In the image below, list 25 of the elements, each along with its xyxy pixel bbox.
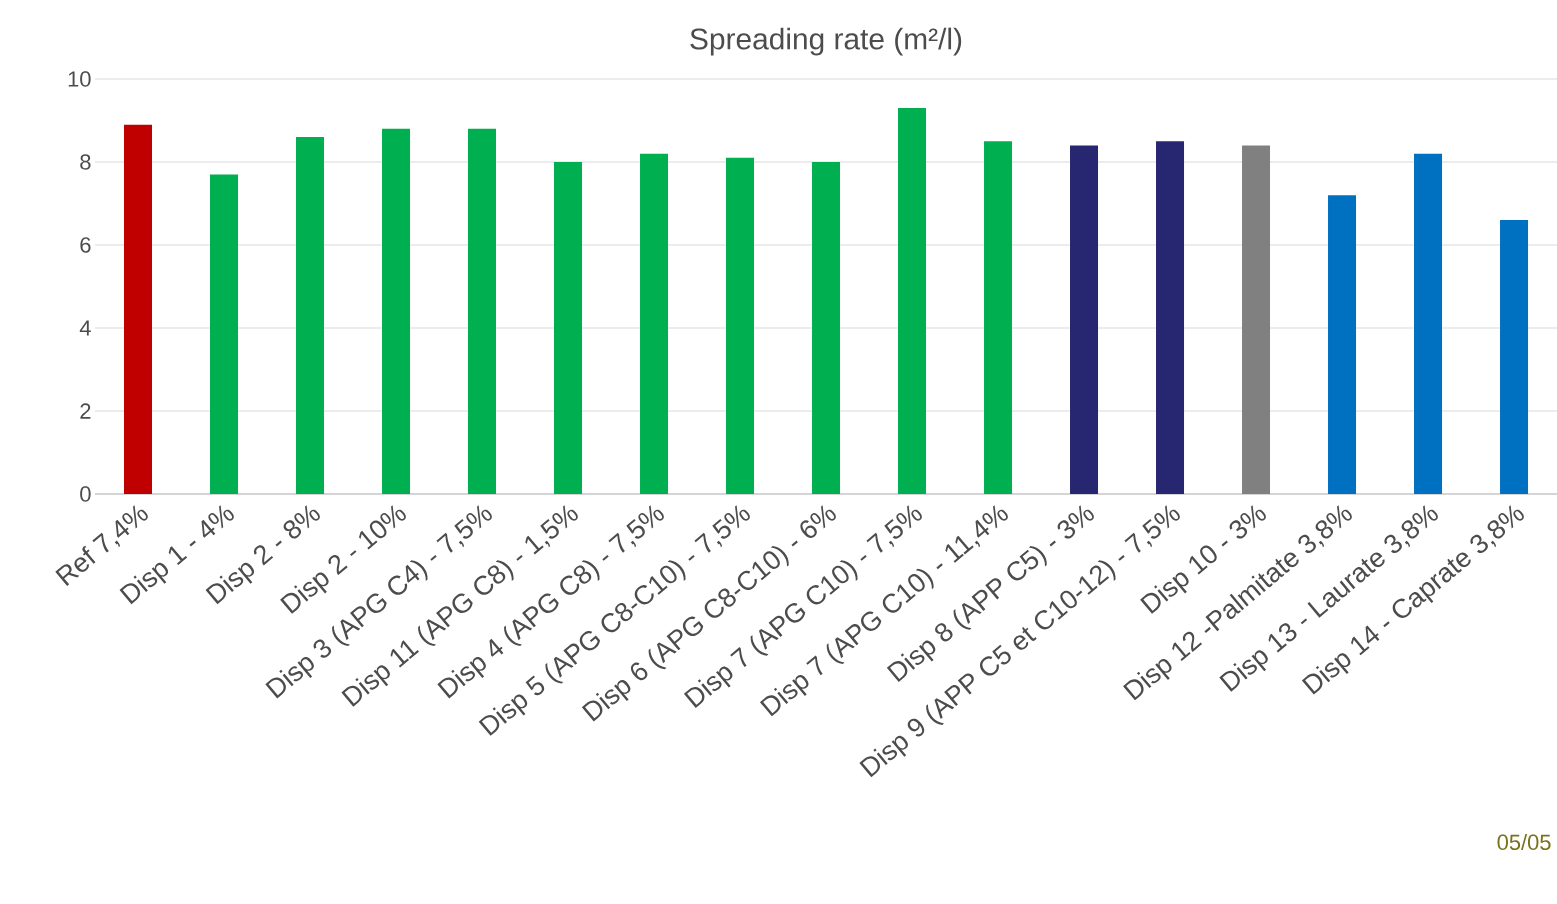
y-tick-label: 10 [68,71,91,87]
bar [640,153,669,494]
bar [1156,141,1185,494]
y-tick-label: 6 [80,237,91,253]
bar [812,161,841,494]
bar [382,128,411,494]
bar [1242,145,1271,494]
bar [1328,195,1357,494]
chart-title: Spreading rate (m²/l) [690,27,962,56]
bar [124,124,152,494]
bar [1414,153,1443,494]
y-tick-label: 0 [80,486,91,502]
bar [898,108,927,494]
text: 05/05 [1497,833,1551,851]
y-tick-label: 8 [80,154,91,170]
bar [210,174,239,494]
bar [554,161,583,494]
y-tick-label: 4 [79,320,91,336]
y-tick-label: 2 [80,403,91,419]
bar [984,141,1013,494]
bar [296,137,325,494]
bar [726,157,755,494]
bar [1500,220,1529,494]
bar [1070,145,1099,494]
bar [468,128,497,494]
